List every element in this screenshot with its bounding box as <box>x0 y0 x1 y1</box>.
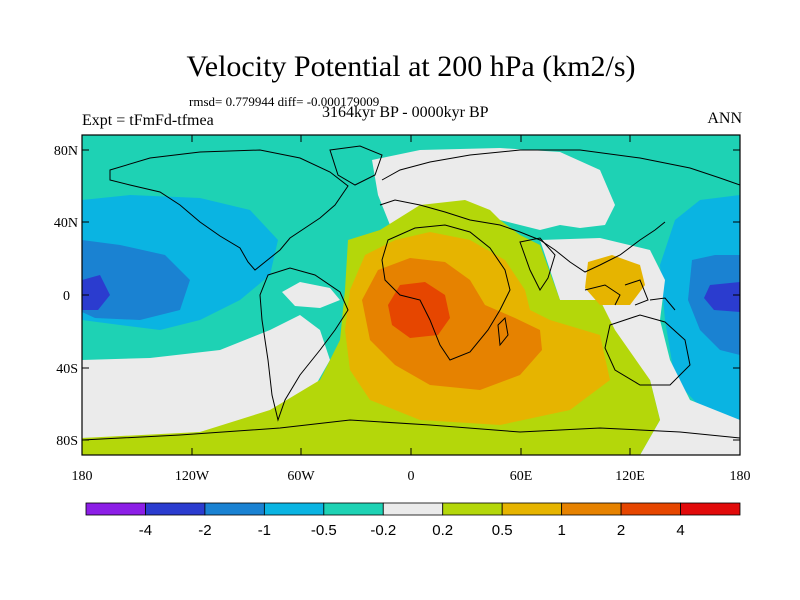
coastlines <box>82 145 740 441</box>
colorbar-box <box>561 502 622 516</box>
field-band-pos-05 <box>585 255 645 305</box>
lon-label-120e: 120E <box>615 469 645 484</box>
colorbar-label: 4 <box>676 522 684 539</box>
experiment-label: Expt = tFmFd-tfmea <box>82 112 214 129</box>
coastline-australia <box>604 314 691 386</box>
lon-label-0: 0 <box>408 469 415 484</box>
stats-text: rmsd= 0.779944 diff= -0.000179009 <box>189 94 380 109</box>
coastline-madagascar <box>497 316 509 347</box>
lat-label-40s: 40S <box>56 362 78 377</box>
colorbar-box <box>620 502 681 516</box>
colorbar-box <box>680 502 741 516</box>
longitude-axis: 180 120W 60W 0 60E 120E 180 <box>72 135 751 484</box>
colorbar-box <box>204 502 265 516</box>
coastline-greenland <box>329 145 383 186</box>
velocity-potential-field <box>82 135 740 455</box>
season-label: ANN <box>707 110 742 127</box>
coastline-africa <box>381 224 511 361</box>
colorbar-label: 1 <box>557 522 565 539</box>
lon-label-180w: 180 <box>72 469 93 484</box>
colorbar-label: -1 <box>258 522 271 539</box>
colorbar-box <box>323 502 384 516</box>
coastline-india <box>519 237 556 291</box>
field-band-near-zero <box>82 315 330 438</box>
field-band-neg-2 <box>704 282 740 312</box>
lon-label-60e: 60E <box>510 469 533 484</box>
coastline-north-america <box>109 149 349 271</box>
colorbar-box <box>382 502 444 516</box>
colorbar-label: -4 <box>139 522 152 539</box>
lat-label-40n: 40N <box>54 216 78 231</box>
lat-label-80s: 80S <box>56 434 78 449</box>
colorbar-label: -0.5 <box>311 522 337 539</box>
coastline-europe-asia <box>379 149 740 273</box>
page-title: Velocity Potential at 200 hPa (km2/s) <box>186 50 636 83</box>
lon-label-120w: 120W <box>175 469 210 484</box>
coastline-south-america <box>259 267 349 422</box>
colorbar: -4 -2 -1 -0.5 -0.2 0.2 0.5 1 2 4 <box>85 502 741 539</box>
colorbar-label: 2 <box>617 522 625 539</box>
field-band-near-zero <box>372 148 615 230</box>
latitude-axis: 80N 40N 0 40S 80S <box>54 144 740 449</box>
field-band-neg-2 <box>82 275 110 310</box>
colorbar-box <box>501 502 563 516</box>
lon-label-60w: 60W <box>287 469 315 484</box>
colorbar-box <box>85 502 146 516</box>
field-band-near-zero <box>282 282 340 308</box>
colorbar-label: -0.2 <box>370 522 396 539</box>
colorbar-label: -2 <box>198 522 211 539</box>
colorbar-box <box>442 502 503 516</box>
period-label: 3164kyr BP - 0000kyr BP <box>322 104 489 121</box>
lon-label-180e: 180 <box>730 469 751 484</box>
field-band-neg-1 <box>82 240 190 320</box>
coastline-maritime-continent <box>584 279 676 311</box>
colorbar-box <box>145 502 206 516</box>
colorbar-label: 0.5 <box>492 522 513 539</box>
colorbar-box <box>263 502 325 516</box>
coastline-antarctica <box>82 419 740 441</box>
lat-label-80n: 80N <box>54 144 78 159</box>
colorbar-label: 0.2 <box>432 522 453 539</box>
lat-label-0: 0 <box>63 289 70 304</box>
